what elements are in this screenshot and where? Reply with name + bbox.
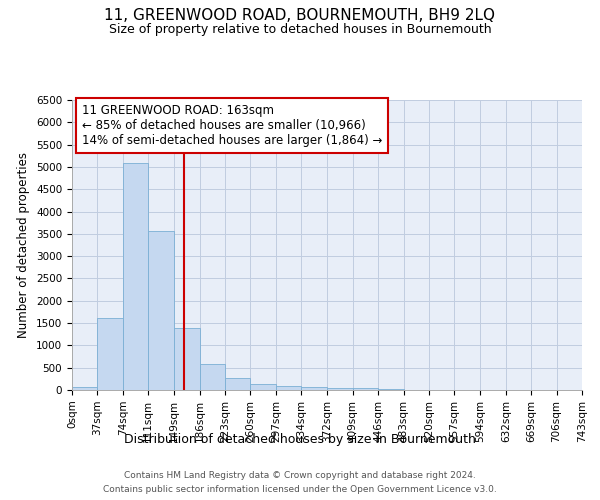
Text: 11, GREENWOOD ROAD, BOURNEMOUTH, BH9 2LQ: 11, GREENWOOD ROAD, BOURNEMOUTH, BH9 2LQ [104,8,496,22]
Bar [301,386,328,390]
Bar [378,388,404,390]
Text: Contains public sector information licensed under the Open Government Licence v3: Contains public sector information licen… [103,484,497,494]
Text: 11 GREENWOOD ROAD: 163sqm
← 85% of detached houses are smaller (10,966)
14% of s: 11 GREENWOOD ROAD: 163sqm ← 85% of detac… [82,104,383,148]
Bar [353,388,378,390]
Bar [72,386,97,390]
Text: Contains HM Land Registry data © Crown copyright and database right 2024.: Contains HM Land Registry data © Crown c… [124,472,476,480]
Bar [148,230,174,390]
Text: Size of property relative to detached houses in Bournemouth: Size of property relative to detached ho… [109,22,491,36]
Bar [97,318,123,390]
Bar [123,164,148,390]
Bar [225,378,250,390]
Bar [174,328,200,390]
Bar [328,388,353,390]
Y-axis label: Number of detached properties: Number of detached properties [17,152,31,338]
Bar [250,384,276,390]
Bar [200,364,225,390]
Text: Distribution of detached houses by size in Bournemouth: Distribution of detached houses by size … [124,432,476,446]
Bar [276,386,301,390]
